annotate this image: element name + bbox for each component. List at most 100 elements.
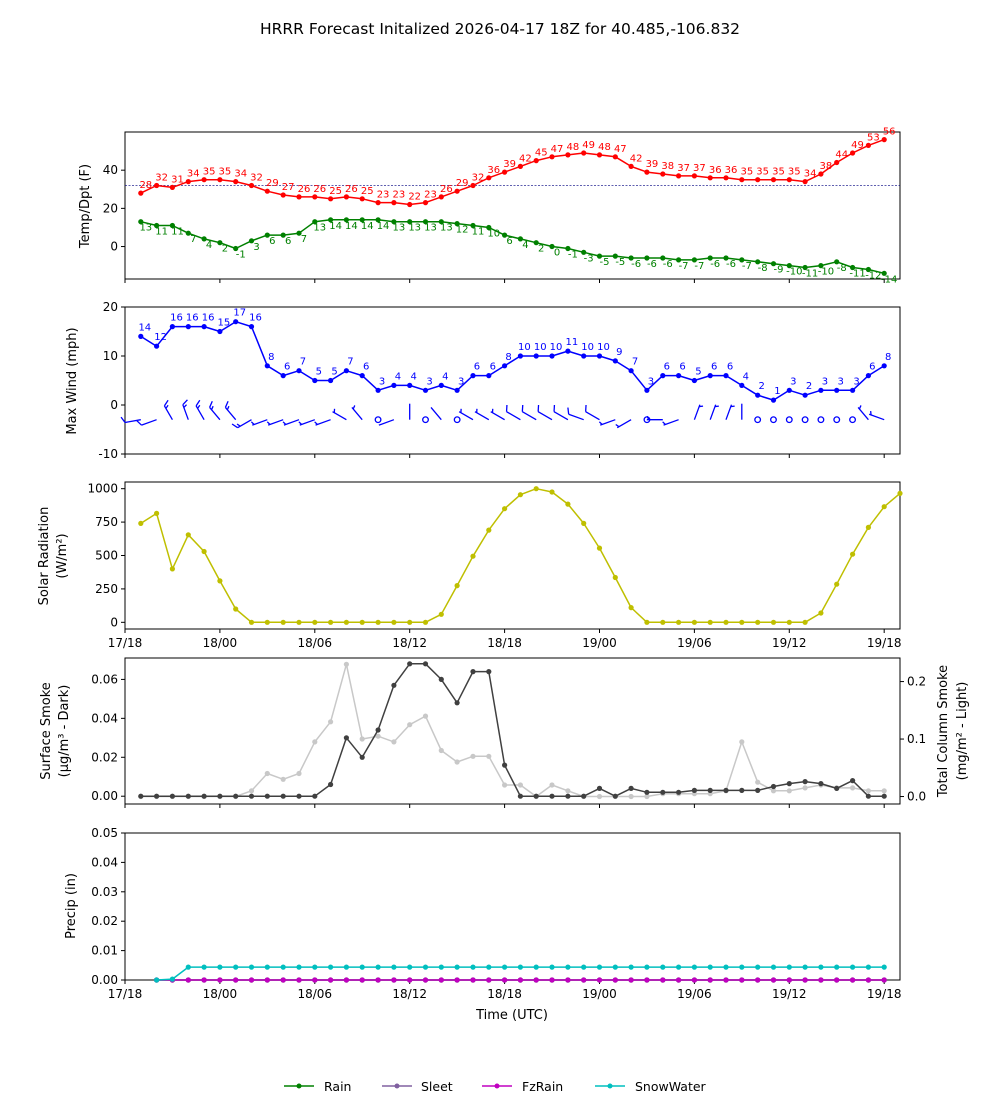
precip-xtick-label: 19/06 <box>677 987 712 1001</box>
solar-radiation-series-point <box>438 611 444 617</box>
dewpoint-series-point <box>850 264 856 271</box>
solar-radiation-series-point <box>264 619 270 625</box>
solar-radiation-series-point <box>169 566 175 572</box>
wind-barb <box>120 416 141 424</box>
temperature-series-point <box>264 188 270 194</box>
surface-smoke-series-point <box>818 781 824 787</box>
snowwater-series-point <box>280 964 286 970</box>
wind-barb-halfflag <box>352 405 356 410</box>
smoke-ytick-right-label: 0.0 <box>907 790 926 804</box>
fzrain-series-point <box>612 977 618 983</box>
solar-radiation-series-point <box>154 510 160 516</box>
solar-radiation-series-point <box>185 532 191 538</box>
dewpoint-data-label: 3 <box>253 242 259 253</box>
temperature-data-label: 32 <box>472 172 485 183</box>
max-wind-data-label: 3 <box>822 376 828 387</box>
dewpoint-series-point <box>565 245 571 252</box>
wind-barb <box>182 399 189 420</box>
solar-radiation-series-point <box>312 619 318 625</box>
precip-ytick-label: 0.04 <box>91 855 118 869</box>
temperature-series-point <box>533 158 539 164</box>
temperature-data-label: 34 <box>187 169 200 180</box>
solar-radiation-series-point <box>359 619 365 625</box>
surface-smoke-series-line <box>140 663 885 797</box>
dewpoint-data-label: -11 <box>849 269 865 280</box>
temperature-data-label: 36 <box>709 165 722 176</box>
solar-radiation-series-point <box>248 619 255 625</box>
wind-barb <box>725 404 735 420</box>
dewpoint-data-label: 13 <box>440 223 453 234</box>
precip-xtick-label: 17/18 <box>108 987 143 1001</box>
temperature-data-label: 26 <box>345 184 358 195</box>
temperature-series-point <box>359 196 365 202</box>
max-wind-series-point <box>328 377 334 384</box>
max-wind-data-label: 4 <box>442 371 448 382</box>
wind-barb-staff <box>857 407 869 421</box>
dewpoint-series-line <box>140 219 885 275</box>
surface-smoke-series-point <box>248 793 255 799</box>
surface-smoke-series-point <box>154 793 160 799</box>
total-column-smoke-series-point <box>881 788 887 794</box>
max-wind-series-point <box>865 373 872 379</box>
solar-radiation-series-point <box>644 619 650 625</box>
temperature-series-point <box>818 171 824 177</box>
max-wind-data-label: 8 <box>505 352 511 363</box>
wind-barb <box>553 404 569 421</box>
temperature-frame <box>124 131 901 280</box>
fzrain-series-point <box>565 977 571 983</box>
temperature-data-label: 29 <box>266 178 279 189</box>
temperature-data-label: 22 <box>408 192 421 203</box>
surface-smoke-series-point <box>581 793 587 799</box>
temperature-ylabel: Temp/Dpt (F) <box>78 164 93 249</box>
solar-radiation-series-point <box>407 619 413 625</box>
max-wind-data-label: 7 <box>300 357 306 368</box>
precip-ytick-label: 0.05 <box>91 826 118 840</box>
surface-smoke-series-point <box>169 793 175 799</box>
fzrain-series-point <box>802 977 808 983</box>
temperature-series-point <box>486 175 492 181</box>
temperature-series-point <box>644 169 650 175</box>
fzrain-series-point <box>723 977 729 983</box>
max-wind-series-point <box>343 368 349 374</box>
solar-xtick-label: 19/12 <box>772 636 807 650</box>
snowwater-series-point <box>707 964 713 970</box>
wind-barb-calm <box>785 416 793 424</box>
temperature-series-point <box>517 163 524 169</box>
wind-barb-flag <box>136 420 143 426</box>
wind-barb-halfflag <box>615 423 620 428</box>
solar-radiation-series-point <box>280 619 286 625</box>
wind-barb-staff <box>430 407 442 421</box>
max-wind-series-point <box>691 377 698 384</box>
temperature-data-label: 31 <box>171 174 184 185</box>
total-column-smoke-series-line <box>140 663 885 798</box>
surface-smoke-series-point <box>264 793 270 799</box>
max-wind-data-label: 4 <box>411 371 417 382</box>
smoke-panel: Surface Smoke (μg/m³ - Dark) Total Colum… <box>39 657 970 808</box>
snowwater-series-point <box>217 964 223 970</box>
surface-smoke-series-point <box>454 700 460 706</box>
total-column-smoke-series-point <box>296 770 302 777</box>
solar-xtick-label: 18/18 <box>487 636 522 650</box>
wind-barb <box>598 419 616 426</box>
solar-ylabel-units: (W/m²) <box>55 533 70 578</box>
wind-barb <box>298 419 316 426</box>
precip-xtick-label: 19/12 <box>772 987 807 1001</box>
wind-barb <box>351 405 363 421</box>
temperature-data-label: 26 <box>313 184 326 195</box>
temperature-series-point <box>755 177 761 183</box>
fzrain-series-point <box>486 977 492 983</box>
fzrain-series-point <box>185 977 191 983</box>
solar-ylabel: Solar Radiation <box>37 507 52 606</box>
dewpoint-series-point <box>691 257 698 263</box>
max-wind-data-label: 16 <box>170 313 183 324</box>
wind-barb-staff <box>299 419 316 426</box>
wind-frame <box>124 306 901 455</box>
wind-barb-halfflag <box>646 415 650 420</box>
surface-smoke-series-point <box>502 762 508 768</box>
wind-barb-halfflag <box>869 410 872 415</box>
wind-barb-staff <box>537 411 553 421</box>
solar-radiation-series-point <box>328 619 334 625</box>
dewpoint-data-label: -7 <box>742 261 752 272</box>
dewpoint-series-point <box>154 222 160 229</box>
